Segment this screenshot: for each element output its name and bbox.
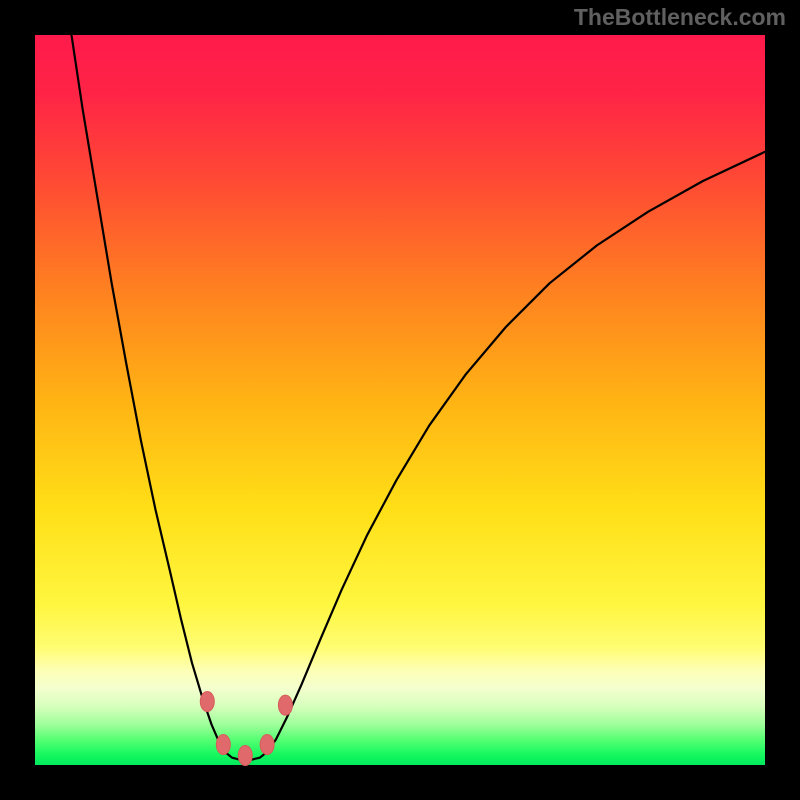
chart-svg: [0, 0, 800, 800]
curve-marker: [238, 746, 252, 766]
plot-background: [35, 35, 765, 765]
watermark-text: TheBottleneck.com: [574, 4, 786, 31]
curve-marker: [200, 691, 214, 711]
curve-marker: [216, 735, 230, 755]
chart-container: TheBottleneck.com: [0, 0, 800, 800]
curve-marker: [260, 735, 274, 755]
curve-marker: [278, 695, 292, 715]
